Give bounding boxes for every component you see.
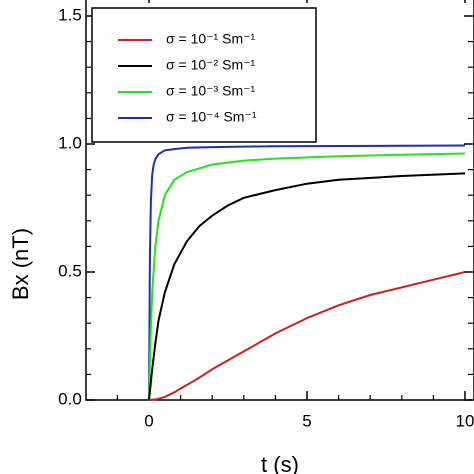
x-tick-label: 10: [456, 411, 474, 430]
legend-label-4: σ = 10⁻¹ Sm⁻¹: [166, 31, 255, 47]
legend-label-3: σ = 10⁻² Sm⁻¹: [166, 57, 255, 73]
text-labels: t (s) Bx (nT) 0 5 10 0.0 0.5 1.0 1.5: [8, 5, 474, 474]
y-tick-label: 1.5: [58, 5, 82, 24]
x-tick-label: 5: [302, 411, 311, 430]
x-axis-label: t (s): [261, 452, 299, 474]
series-line-2: [148, 152, 466, 401]
mirrored-figure: σ = 10⁻⁴ Sm⁻¹ σ = 10⁻³ Sm⁻¹ σ = 10⁻² Sm⁻¹ σ…: [8, 0, 474, 474]
y-tick-label: 1.0: [58, 133, 82, 152]
plot-frame: [85, 0, 474, 401]
legend: σ = 10⁻⁴ Sm⁻¹ σ = 10⁻³ Sm⁻¹ σ = 10⁻² Sm⁻¹ σ…: [91, 7, 317, 143]
legend-label-2: σ = 10⁻³ Sm⁻¹: [166, 83, 255, 99]
legend-box: [91, 7, 317, 143]
legend-label-1: σ = 10⁻⁴ Sm⁻¹: [166, 109, 257, 125]
y-tick-label: 0.0: [58, 389, 82, 408]
y-axis-label: Bx (nT): [8, 228, 33, 300]
y-tick-label: 0.5: [58, 261, 82, 280]
x-tick-label: 0: [144, 411, 153, 430]
series-line-1: [148, 144, 466, 401]
series-lines: [148, 144, 466, 401]
series-line-3: [148, 172, 466, 401]
tick-marks: [86, 0, 473, 401]
series-line-4: [148, 271, 466, 401]
